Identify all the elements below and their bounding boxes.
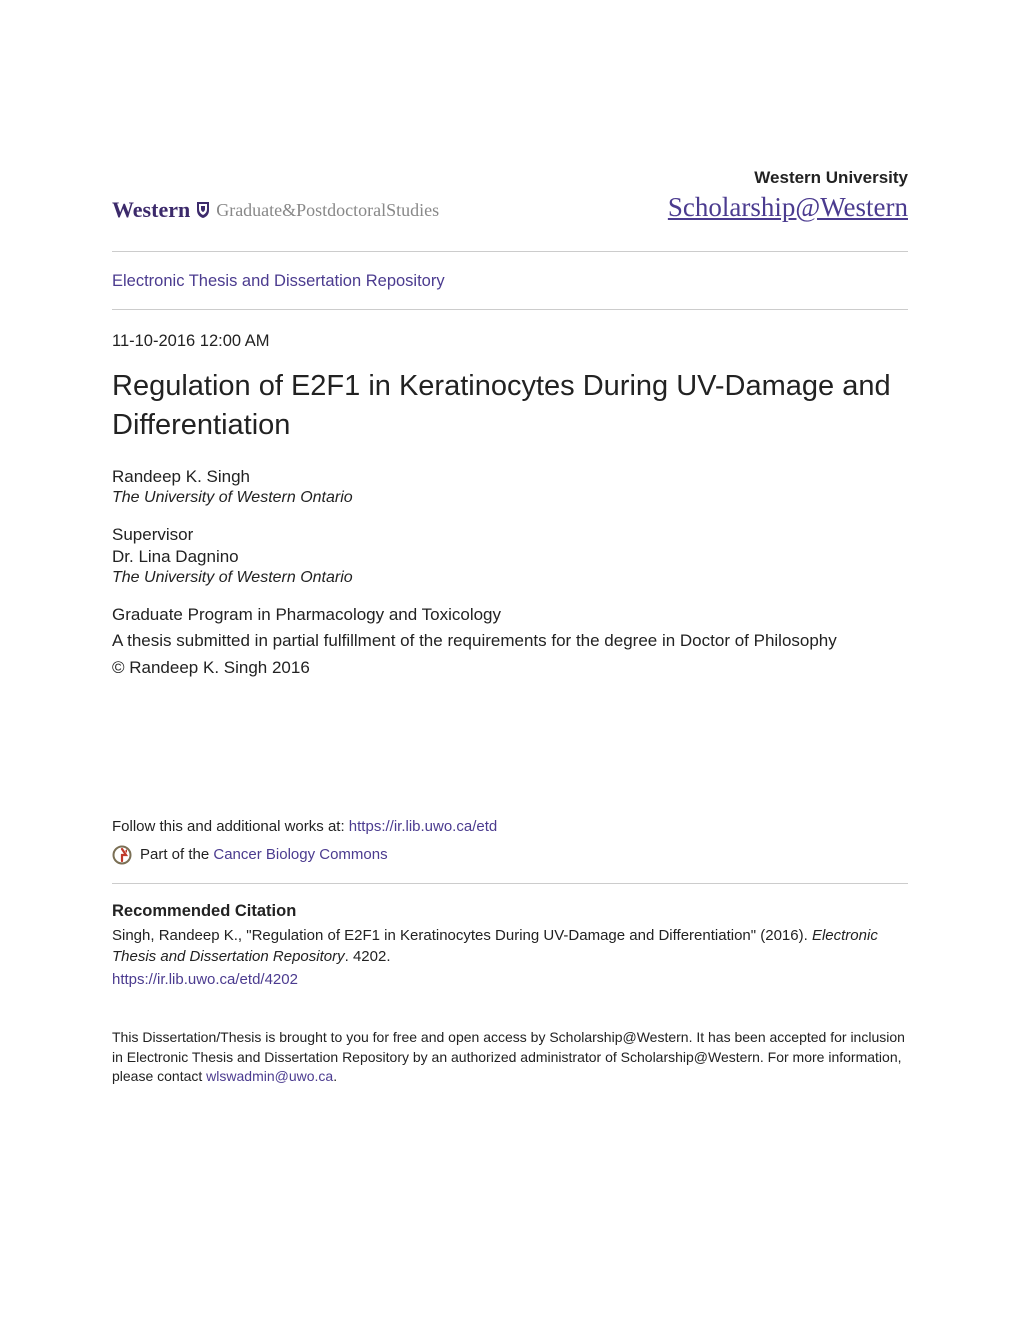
follow-works-line: Follow this and additional works at: htt… [112,818,908,835]
logo-wordmark: Western [112,197,190,223]
footer-suffix: . [333,1068,337,1084]
thesis-title: Regulation of E2F1 in Keratinocytes Duri… [112,367,908,445]
commons-text: Part of the Cancer Biology Commons [140,846,388,863]
recommended-citation-body: Singh, Randeep K., "Regulation of E2F1 i… [112,925,908,990]
divider [112,883,908,884]
shield-icon [196,201,210,219]
supervisor-label: Supervisor [112,525,908,545]
recommended-citation-heading: Recommended Citation [112,902,908,921]
copyright-line: © Randeep K. Singh 2016 [112,658,908,678]
institution-logo: Western Graduate&PostdoctoralStudies [112,197,439,223]
university-name: Western University [668,168,908,188]
follow-prefix: Follow this and additional works at: [112,818,349,835]
follow-url-link[interactable]: https://ir.lib.uwo.ca/etd [349,818,497,835]
collection-link[interactable]: Electronic Thesis and Dissertation Repos… [112,272,445,290]
commons-link[interactable]: Cancer Biology Commons [213,846,387,863]
citation-number: . 4202. [345,948,391,965]
contact-email-link[interactable]: wlswadmin@uwo.ca [206,1068,333,1084]
repository-link[interactable]: Scholarship@Western [668,192,908,222]
repository-heading: Western University Scholarship@Western [668,168,908,223]
author-name: Randeep K. Singh [112,467,908,487]
access-footer: This Dissertation/Thesis is brought to y… [112,1028,908,1087]
network-icon [112,845,132,865]
author-affiliation: The University of Western Ontario [112,489,908,507]
supervisor-affiliation: The University of Western Ontario [112,569,908,587]
logo-subtitle: Graduate&PostdoctoralStudies [216,200,439,221]
program-name: Graduate Program in Pharmacology and Tox… [112,605,908,625]
commons-line: Part of the Cancer Biology Commons [112,845,908,865]
citation-text: Singh, Randeep K., "Regulation of E2F1 i… [112,927,812,944]
citation-url-link[interactable]: https://ir.lib.uwo.ca/etd/4202 [112,969,908,990]
page-header: Western Graduate&PostdoctoralStudies Wes… [112,168,908,223]
submission-timestamp: 11-10-2016 12:00 AM [112,332,908,351]
fulfillment-statement: A thesis submitted in partial fulfillmen… [112,629,908,654]
collection-breadcrumb: Electronic Thesis and Dissertation Repos… [112,252,908,309]
commons-prefix: Part of the [140,846,213,863]
divider [112,309,908,310]
supervisor-name: Dr. Lina Dagnino [112,547,908,567]
